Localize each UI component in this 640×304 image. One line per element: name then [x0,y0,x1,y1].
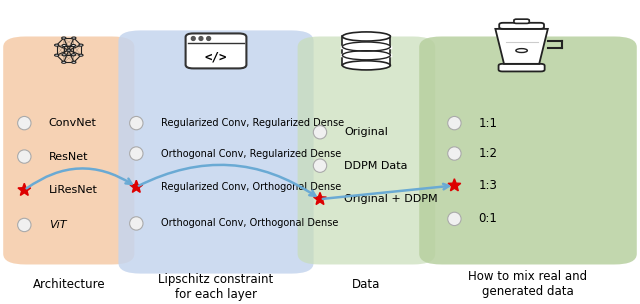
Ellipse shape [448,116,461,130]
FancyBboxPatch shape [3,36,134,264]
Ellipse shape [18,150,31,163]
FancyBboxPatch shape [298,36,435,264]
Text: Original + DDPM: Original + DDPM [344,194,438,204]
Text: LiResNet: LiResNet [49,185,97,195]
Circle shape [67,49,71,51]
Polygon shape [314,192,326,205]
FancyBboxPatch shape [499,23,544,29]
Text: 1:3: 1:3 [479,179,497,192]
FancyBboxPatch shape [118,30,314,274]
Ellipse shape [199,36,203,40]
Ellipse shape [342,32,390,41]
Polygon shape [448,179,461,191]
Text: Regularized Conv, Regularized Dense: Regularized Conv, Regularized Dense [161,118,344,128]
Ellipse shape [448,212,461,226]
Text: ConvNet: ConvNet [49,118,97,128]
Polygon shape [495,29,548,64]
Polygon shape [130,180,143,192]
Text: 1:2: 1:2 [479,147,498,160]
Circle shape [54,54,59,56]
Text: Orthogonal Conv, Regularized Dense: Orthogonal Conv, Regularized Dense [161,149,341,158]
Polygon shape [18,183,31,195]
Ellipse shape [516,49,527,53]
Circle shape [72,37,76,39]
FancyBboxPatch shape [186,33,246,68]
Ellipse shape [314,159,326,172]
Text: DDPM Data: DDPM Data [344,161,408,171]
FancyBboxPatch shape [514,19,529,23]
Text: Original: Original [344,127,388,137]
Circle shape [62,44,67,47]
Text: </>: </> [205,51,227,64]
Ellipse shape [130,116,143,130]
Ellipse shape [207,36,211,40]
Text: Data: Data [352,278,381,291]
Ellipse shape [342,61,390,70]
Ellipse shape [191,36,195,40]
Text: Regularized Conv, Orthogonal Dense: Regularized Conv, Orthogonal Dense [161,182,341,192]
Text: ResNet: ResNet [49,152,88,161]
Circle shape [79,54,83,56]
Text: Lipschitz constraint
for each layer: Lipschitz constraint for each layer [158,273,274,301]
Ellipse shape [314,126,326,139]
FancyBboxPatch shape [419,36,637,264]
Text: 0:1: 0:1 [479,212,497,225]
Text: 1:1: 1:1 [479,117,498,130]
Text: Architecture: Architecture [33,278,105,291]
Circle shape [61,61,66,63]
Circle shape [79,44,83,46]
Text: How to mix real and
generated data: How to mix real and generated data [468,270,588,298]
Ellipse shape [448,147,461,160]
Ellipse shape [130,147,143,160]
Polygon shape [342,36,390,65]
Ellipse shape [130,217,143,230]
Ellipse shape [18,218,31,232]
Circle shape [71,54,76,56]
Ellipse shape [18,116,31,130]
Circle shape [71,44,76,47]
FancyBboxPatch shape [499,64,545,71]
Circle shape [72,61,76,63]
Circle shape [54,44,59,46]
Text: ViT: ViT [49,220,66,230]
Circle shape [62,54,67,56]
Circle shape [61,37,66,39]
Text: Orthogonal Conv, Orthogonal Dense: Orthogonal Conv, Orthogonal Dense [161,219,338,228]
